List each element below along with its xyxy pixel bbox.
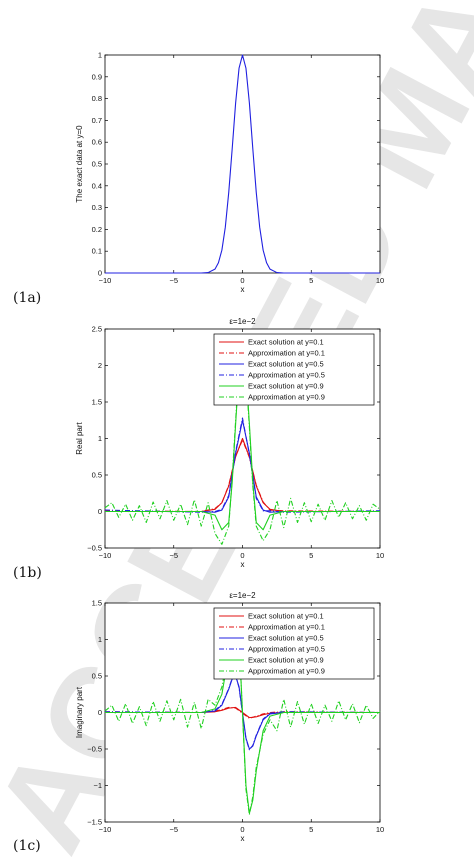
y-tick-label: 1 — [98, 635, 102, 644]
y-axis-label: Real part — [75, 421, 84, 454]
legend-label: Exact solution at y=0.1 — [248, 612, 324, 621]
y-tick-label: 0.7 — [92, 116, 102, 125]
legend: Exact solution at y=0.1 Approximation at … — [213, 607, 375, 680]
y-tick-label: 0 — [98, 708, 102, 717]
y-tick-label: 1.5 — [92, 398, 102, 407]
chart-2: −10 −5 0 5 10 −0.5 0 0.5 1 1.5 2 2.5 x Real part ε=1e−… — [75, 317, 384, 569]
y-tick-label: 0 — [98, 507, 102, 516]
legend-label: Approximation at y=0.1 — [248, 349, 325, 358]
y-tick-label: 0 — [98, 269, 102, 278]
x-tick-label: 0 — [240, 551, 244, 560]
chart-1: −10 −5 0 5 10 0 0.1 0.2 0.3 0.4 0.5 0.6 0.7 0.8 0.9 1 x T… — [75, 51, 384, 295]
y-tick-label: 0.8 — [92, 94, 102, 103]
legend-box — [213, 607, 375, 680]
legend-label: Exact solution at y=0.5 — [248, 360, 324, 369]
plot-area — [104, 54, 381, 274]
y-tick-label: 0.1 — [92, 247, 102, 256]
chart-title: ε=1e−2 — [229, 591, 256, 600]
x-tick-label: 10 — [376, 551, 384, 560]
legend-label: Approximation at y=0.1 — [248, 623, 325, 632]
legend-label: Exact solution at y=0.1 — [248, 338, 324, 347]
y-tick-label: 0.5 — [92, 471, 102, 480]
series-line-1 — [105, 54, 380, 274]
legend: Exact solution at y=0.1 Approximation at … — [213, 333, 375, 406]
panel-tag-1c: (1c) — [13, 838, 41, 854]
x-tick-label: 5 — [309, 551, 313, 560]
y-tick-label: 0.4 — [92, 181, 102, 190]
y-tick-label: 0.5 — [92, 160, 102, 169]
x-axis-label: x — [241, 834, 245, 843]
panel-tag-1b: (1b) — [13, 565, 42, 581]
legend-label: Exact solution at y=0.9 — [248, 382, 324, 391]
series-line-4 — [104, 417, 381, 513]
x-tick-label: −5 — [169, 551, 178, 560]
y-tick-label: 1 — [98, 51, 102, 60]
y-axis-label: Imaginary part — [75, 686, 84, 738]
legend-label: Approximation at y=0.5 — [248, 645, 325, 654]
y-tick-label: −1.5 — [87, 818, 102, 827]
x-tick-label: 5 — [309, 825, 313, 834]
y-tick-label: −0.5 — [87, 544, 102, 553]
chart-3: −10 −5 0 5 10 −1.5 −1 −0.5 0 0.5 1 1.5 x Imaginary pa… — [75, 591, 384, 843]
y-tick-label: 2 — [98, 361, 102, 370]
chart-title: ε=1e−2 — [229, 317, 256, 326]
y-tick-label: 1 — [98, 434, 102, 443]
x-tick-label: 0 — [240, 825, 244, 834]
legend-label: Approximation at y=0.5 — [248, 371, 325, 380]
legend-box — [213, 333, 375, 406]
x-tick-label: 5 — [309, 276, 313, 285]
x-tick-label: 10 — [376, 276, 384, 285]
legend-label: Exact solution at y=0.5 — [248, 634, 324, 643]
y-tick-label: −0.5 — [87, 745, 102, 754]
panel-tag-1a: (1a) — [13, 290, 42, 306]
x-tick-label: −5 — [169, 276, 178, 285]
x-tick-label: −5 — [169, 825, 178, 834]
series-line-2 — [104, 439, 381, 513]
x-tick-label: 0 — [240, 276, 244, 285]
x-axis-label: x — [241, 560, 245, 569]
y-tick-label: 1.5 — [92, 599, 102, 608]
x-tick-label: −10 — [99, 825, 112, 834]
y-tick-label: 0.6 — [92, 138, 102, 147]
x-tick-label: 10 — [376, 825, 384, 834]
y-tick-label: 0.3 — [92, 203, 102, 212]
y-tick-label: 0.5 — [92, 672, 102, 681]
y-tick-label: 0.9 — [92, 72, 102, 81]
legend-label: Approximation at y=0.9 — [248, 667, 325, 676]
series-line-6 — [104, 609, 381, 816]
y-tick-label: 2.5 — [92, 325, 102, 334]
x-tick-label: −10 — [99, 551, 112, 560]
legend-label: Approximation at y=0.9 — [248, 393, 325, 402]
legend-label: Exact solution at y=0.9 — [248, 656, 324, 665]
y-tick-label: −1 — [93, 781, 102, 790]
x-axis-label: x — [241, 285, 245, 294]
x-tick-label: −10 — [99, 276, 112, 285]
y-axis-label: The exact data at y=0 — [75, 125, 84, 203]
y-tick-label: 0.2 — [92, 225, 102, 234]
